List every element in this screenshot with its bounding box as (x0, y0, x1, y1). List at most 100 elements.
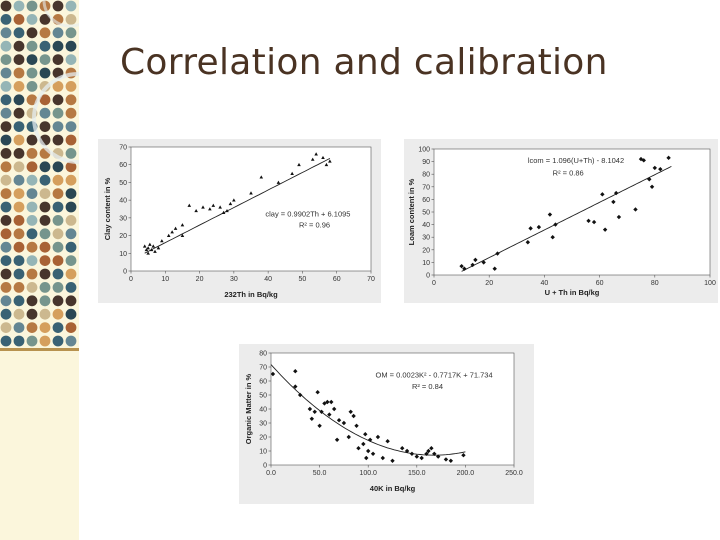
data-point (314, 152, 318, 156)
y-tick-label: 60 (259, 379, 267, 386)
mosaic-dot (13, 282, 25, 293)
data-point (290, 171, 294, 175)
mosaic-dot (0, 201, 12, 213)
data-point (218, 205, 222, 209)
mosaic-dot (52, 54, 64, 65)
mosaic-dot (65, 107, 77, 119)
data-point (153, 249, 157, 253)
mosaic-dot (52, 107, 64, 119)
mosaic-dot (13, 335, 25, 347)
y-tick-label: 30 (422, 235, 430, 242)
data-point (309, 416, 315, 421)
y-axis-label: Organic Matter in % (244, 373, 253, 444)
mosaic-dot (0, 228, 12, 240)
clay-content-scatter-chart: 0 10 20 30 40 50 60 70 0 10 20 30 40 50 60 70 232Th in B… (103, 145, 375, 300)
x-tick-label: 250.0 (505, 470, 523, 477)
mosaic-dot (13, 188, 25, 200)
data-point (146, 246, 150, 250)
mosaic-dot (26, 215, 38, 226)
mosaic-dot (13, 27, 25, 39)
data-point (293, 369, 298, 374)
plot-area (270, 352, 515, 466)
mosaic-dot (13, 215, 25, 226)
x-tick-label: 60 (333, 276, 341, 283)
y-tick-label: 10 (422, 260, 430, 267)
y-tick-label: 60 (119, 162, 127, 169)
data-point (324, 162, 329, 167)
organic-matter-scatter-chart: 0.0 50.0 100.0 150.0 200.0 250.0 0 10 20 30 40 50 60… (244, 351, 523, 494)
x-tick-label: 0.0 (266, 470, 276, 477)
data-point (429, 446, 434, 451)
mosaic-dot (26, 201, 38, 213)
mosaic-dot (39, 268, 51, 280)
mosaic-dot (0, 134, 12, 146)
slide-title: Correlation and calibration (120, 42, 608, 83)
data-point (142, 244, 147, 248)
data-point (354, 423, 359, 428)
data-point (317, 423, 322, 428)
chart-panel-organic-matter: 0.0 50.0 100.0 150.0 200.0 250.0 0 10 20 30 40 50 60… (239, 344, 534, 504)
decorative-ring (42, 0, 79, 28)
y-tick-label: 0 (123, 269, 127, 276)
mosaic-dot (0, 322, 12, 333)
x-axis-label: 40K in Bq/kg (370, 484, 416, 493)
data-point (363, 432, 368, 437)
data-point (361, 441, 366, 447)
mosaic-dot (13, 295, 25, 307)
data-point (312, 409, 317, 414)
decorative-divider (0, 348, 79, 351)
data-point (400, 446, 405, 451)
x-tick-label: 20 (485, 280, 493, 287)
data-point (327, 412, 332, 417)
data-point (328, 159, 332, 163)
mosaic-dot (26, 335, 38, 347)
mosaic-dot (52, 188, 64, 200)
data-point (166, 233, 171, 237)
mosaic-dot (0, 0, 12, 12)
data-point (315, 390, 320, 395)
data-point (481, 260, 486, 265)
data-point (611, 199, 616, 205)
plot-area (130, 146, 372, 272)
mosaic-dot (39, 174, 51, 186)
x-tick-label: 10 (161, 276, 169, 283)
mosaic-dot (26, 322, 38, 333)
y-tick-label: 40 (259, 407, 267, 414)
y-tick-label: 60 (422, 197, 430, 204)
mosaic-dot (0, 308, 12, 320)
mosaic-dot (13, 161, 25, 173)
y-tick-label: 70 (422, 184, 430, 191)
data-point (144, 247, 149, 252)
data-point (424, 451, 429, 456)
mosaic-dot (52, 174, 64, 186)
data-point (297, 392, 303, 398)
x-tick-label: 80 (651, 280, 659, 287)
x-tick-label: 150.0 (408, 470, 426, 477)
y-tick-label: 0 (263, 463, 267, 470)
decorative-mosaic (0, 0, 79, 347)
x-axis-label: 232Th in Bq/kg (224, 290, 278, 299)
mosaic-dot (52, 228, 64, 240)
mosaic-dot (39, 54, 51, 65)
data-point (187, 203, 192, 207)
mosaic-dot (26, 282, 38, 293)
x-tick-label: 70 (367, 276, 375, 283)
x-tick-label: 0 (129, 276, 133, 283)
data-point (356, 446, 361, 451)
mosaic-dot (65, 161, 77, 173)
data-point (435, 454, 441, 459)
x-tick-label: 200.0 (457, 470, 475, 477)
chart-panel-loam-content: 0 20 40 60 80 100 0 10 20 30 40 50 60 70 80 90 100 U + Th… (404, 139, 718, 303)
mosaic-dot (65, 282, 77, 293)
mosaic-dot (13, 14, 25, 25)
x-tick-label: 40 (264, 276, 272, 283)
regression-equation: OM = 0.0023K² - 0.7717K + 71.734 (375, 371, 492, 380)
mosaic-dot (39, 295, 51, 307)
mosaic-dot (0, 161, 12, 173)
data-point (448, 458, 454, 463)
data-point (331, 406, 337, 412)
mosaic-dot (52, 268, 64, 280)
mosaic-dot (26, 54, 38, 65)
data-point (346, 434, 351, 440)
mosaic-dot (39, 107, 51, 119)
